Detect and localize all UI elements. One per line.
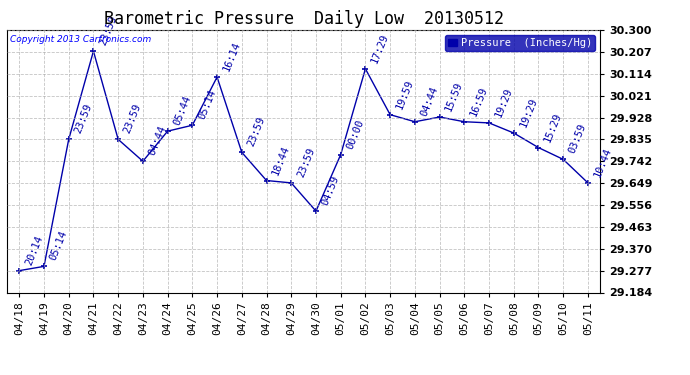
Text: 16:59: 16:59: [469, 85, 489, 118]
Text: 04:44: 04:44: [419, 85, 440, 118]
Text: 03:59: 03:59: [567, 123, 589, 155]
Text: 10:44: 10:44: [592, 146, 613, 179]
Text: 23:59: 23:59: [122, 102, 144, 135]
Text: 05:14: 05:14: [197, 88, 217, 121]
Text: 23:59: 23:59: [97, 14, 119, 47]
Text: 23:59: 23:59: [295, 146, 317, 179]
Text: 19:59: 19:59: [394, 78, 415, 111]
Text: 18:44: 18:44: [270, 144, 292, 176]
Text: 16:14: 16:14: [221, 40, 242, 73]
Text: 05:44: 05:44: [172, 94, 193, 127]
Text: 15:59: 15:59: [444, 80, 465, 113]
Text: 19:29: 19:29: [493, 86, 514, 119]
Text: 04:59: 04:59: [320, 174, 341, 207]
Text: 15:29: 15:29: [542, 111, 564, 144]
Title: Barometric Pressure  Daily Low  20130512: Barometric Pressure Daily Low 20130512: [104, 10, 504, 28]
Text: 00:00: 00:00: [345, 118, 366, 150]
Text: 05:14: 05:14: [48, 230, 69, 262]
Text: 04:44: 04:44: [147, 124, 168, 157]
Text: 23:59: 23:59: [246, 116, 267, 148]
Text: 17:29: 17:29: [370, 32, 391, 64]
Text: 20:14: 20:14: [23, 234, 44, 267]
Text: 23:59: 23:59: [73, 102, 94, 135]
Text: 19:29: 19:29: [518, 96, 539, 129]
Text: Copyright 2013 Cartronics.com: Copyright 2013 Cartronics.com: [10, 35, 151, 44]
Legend: Pressure  (Inches/Hg): Pressure (Inches/Hg): [445, 35, 595, 51]
